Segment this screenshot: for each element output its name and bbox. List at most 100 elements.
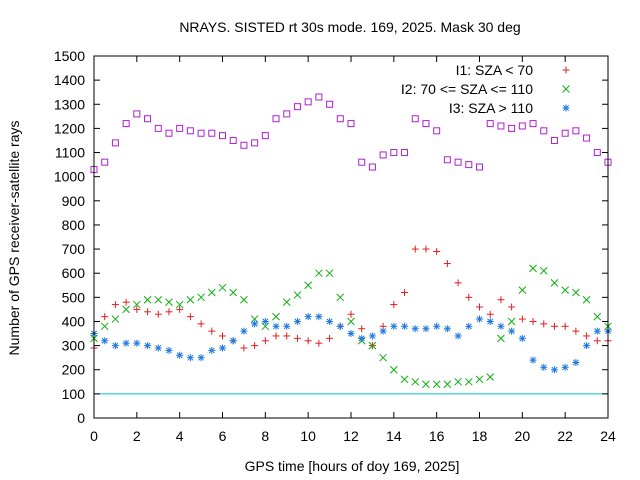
total-point (529, 120, 537, 128)
total-point (465, 161, 473, 169)
data-layer (90, 93, 612, 395)
i1-point (283, 332, 291, 340)
i1-point (561, 322, 569, 330)
i2-point (486, 373, 495, 381)
i3-point (101, 337, 109, 345)
i2-point (186, 295, 195, 304)
i3-point (122, 339, 130, 347)
i2-point (111, 315, 120, 323)
i2-point (454, 377, 462, 386)
total-point (497, 122, 505, 130)
i1-point (261, 337, 269, 345)
i2-point (593, 312, 602, 321)
y-tick-label: 400 (62, 313, 86, 329)
total-point (561, 129, 569, 137)
total-point (219, 132, 226, 140)
i1-point (433, 247, 441, 255)
i2-point (582, 295, 591, 304)
i2-point (165, 298, 173, 307)
i3-point (111, 342, 119, 350)
i1-point (208, 327, 216, 335)
i2-point (240, 295, 248, 304)
legend-marker-i1 (562, 66, 570, 74)
y-tick-label: 700 (62, 241, 86, 257)
total-point (540, 127, 548, 135)
total-point (133, 110, 141, 118)
i1-point (497, 296, 505, 304)
total-point (272, 115, 280, 123)
i2-point (539, 266, 548, 275)
total-point (240, 141, 248, 149)
y-tick-label: 1500 (54, 48, 85, 64)
i1-point (508, 303, 516, 311)
i3-point (465, 322, 473, 330)
i1-point (443, 260, 451, 268)
i2-point (400, 375, 409, 384)
legend-marker-symbol (562, 85, 570, 93)
total-point (368, 163, 376, 171)
i1-point (465, 293, 473, 301)
i2-point (282, 298, 291, 307)
i2-point (507, 317, 516, 326)
i3-point (390, 322, 398, 330)
i1-point (593, 337, 601, 345)
x-tick-label: 4 (176, 428, 184, 444)
i3-point (443, 325, 451, 333)
total-point (197, 129, 205, 137)
i1-point (122, 298, 130, 306)
legend: I1: SZA < 70 I2: 70 <= SZA <= 110 I3: SZ… (401, 62, 570, 116)
i2-point (475, 375, 484, 384)
i3-point (401, 322, 409, 330)
chart-title: NRAYS. SISTED rt 30s mode. 169, 2025. Ma… (179, 19, 520, 35)
i1-point (422, 245, 430, 253)
i3-point (154, 344, 162, 352)
total-point (261, 132, 269, 140)
i1-point (326, 334, 334, 342)
y-tick-label: 900 (62, 193, 86, 209)
i3-point (240, 327, 248, 335)
i1-point (390, 301, 398, 309)
i3-point (379, 327, 387, 335)
x-tick-label: 0 (90, 428, 98, 444)
i3-point (508, 327, 516, 335)
axis-ticks: 0 2 4 6 8 10 12 14 16 18 20 22 240100200300400500600… (54, 48, 616, 444)
legend-marker-i3 (562, 104, 570, 112)
total-point (508, 124, 516, 132)
total-point (251, 139, 259, 147)
total-point (122, 120, 130, 128)
i3-point (433, 322, 441, 330)
total-point (336, 115, 344, 123)
total-point (208, 129, 216, 137)
i1-point (197, 320, 205, 328)
x-tick-label: 10 (300, 428, 316, 444)
i3-point (540, 363, 548, 371)
i3-point (529, 356, 537, 364)
i2-point (304, 281, 313, 290)
i3-point (165, 346, 173, 354)
total-point (379, 151, 387, 159)
total-point (593, 149, 601, 157)
i3-point (486, 317, 494, 325)
i3-point (304, 313, 312, 321)
legend-marker-i2 (562, 85, 570, 93)
i2-point (347, 317, 355, 326)
y-tick-label: 1400 (54, 72, 85, 88)
total-point (572, 127, 580, 135)
i1-point (293, 334, 301, 342)
y-tick-label: 800 (62, 217, 86, 233)
y-tick-label: 500 (62, 289, 86, 305)
i1-point (347, 310, 355, 318)
y-axis-label: Number of GPS receiver-satellite rays (6, 121, 22, 356)
i1-point (454, 279, 462, 287)
i3-point (411, 325, 419, 333)
total-point (476, 163, 483, 171)
i3-point (550, 366, 558, 374)
i3-point (229, 337, 237, 345)
i3-point (315, 313, 323, 321)
i1-point (304, 337, 312, 345)
series-i1 (90, 245, 612, 352)
i2-point (218, 283, 227, 292)
i2-point (561, 286, 570, 294)
i3-point (219, 344, 226, 352)
